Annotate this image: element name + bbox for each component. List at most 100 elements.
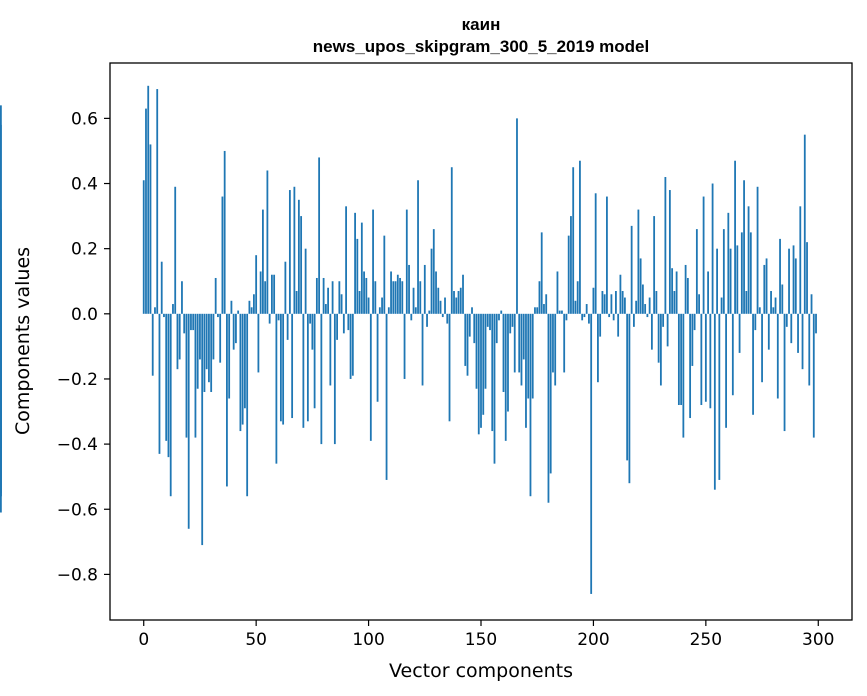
bar [709,313,712,409]
bar [734,160,736,314]
bar [500,310,503,314]
bar [682,313,685,438]
bar [482,313,485,415]
bar [738,313,741,353]
bar [306,313,309,422]
bar [680,313,683,406]
bar [464,313,467,366]
bar [275,313,278,464]
bar [776,313,779,399]
bar [707,271,709,314]
bar [435,271,437,314]
bar [588,313,590,324]
bar [315,277,318,314]
bar [484,313,487,389]
bar [513,313,516,373]
bar [583,313,586,318]
bar [212,313,215,360]
bar [779,238,781,314]
bar [556,271,559,314]
x-tick-label: 100 [352,630,384,650]
bar [185,313,188,438]
bar [471,307,473,314]
x-tick-label: 0 [138,630,149,650]
bar [163,313,165,318]
bar [230,300,233,314]
bar [799,206,802,314]
bar [297,199,300,314]
bar [336,313,338,340]
bar [221,196,224,314]
y-axis: −0.8 −0.6 −0.4 −0.2 0.0 0.2 0.4 0.6 [57,109,110,585]
bar [239,313,242,432]
bar [486,313,489,327]
bar [226,313,228,487]
bar [509,313,512,334]
bar [160,261,163,314]
bar [304,248,307,314]
bar [282,313,285,425]
bar [761,313,763,383]
bar [455,297,458,314]
bar [369,313,372,441]
bar [567,235,570,314]
bar [408,264,410,314]
bar [266,170,269,314]
chart-title-line1: каин [462,15,501,34]
bar [599,313,602,337]
bar [244,313,246,409]
bar [345,206,347,314]
bar [794,258,797,314]
bar [214,277,217,314]
bar [446,313,449,324]
bar [558,310,561,314]
bar [262,209,264,314]
bar [653,216,656,314]
bar [603,294,606,314]
y-tick-label: 0.2 [71,240,98,260]
bar [201,313,204,546]
bar [507,313,509,412]
bar [311,313,314,350]
bar [554,313,557,386]
bar [783,313,786,432]
bar [228,313,231,399]
bar [803,134,806,314]
bar [235,313,237,344]
bar [392,281,395,314]
bar [403,313,406,379]
bar [579,160,581,314]
bar [387,307,390,314]
bar [668,190,671,314]
bar [552,313,554,373]
bar [253,294,255,314]
bar [329,313,332,386]
bar [758,307,761,314]
bar [480,313,482,428]
bar [677,313,680,406]
bar [473,313,476,344]
bar [295,291,298,314]
bar [574,300,577,314]
bar [689,313,692,419]
bar [511,313,514,327]
bar [279,313,282,422]
bar [520,313,523,386]
bar [219,313,222,363]
bar [405,209,408,314]
bar [145,108,147,314]
bar [518,313,521,373]
bar [419,281,422,314]
bar [684,264,687,314]
bar [320,313,323,445]
bar [525,313,527,428]
bar [770,291,772,314]
bar [340,294,343,314]
bar [181,281,183,314]
bar [477,313,480,435]
bar [205,313,208,370]
bar [288,190,291,314]
bar [241,313,244,425]
y-axis-label: Components values [12,247,34,435]
bar [545,294,548,314]
